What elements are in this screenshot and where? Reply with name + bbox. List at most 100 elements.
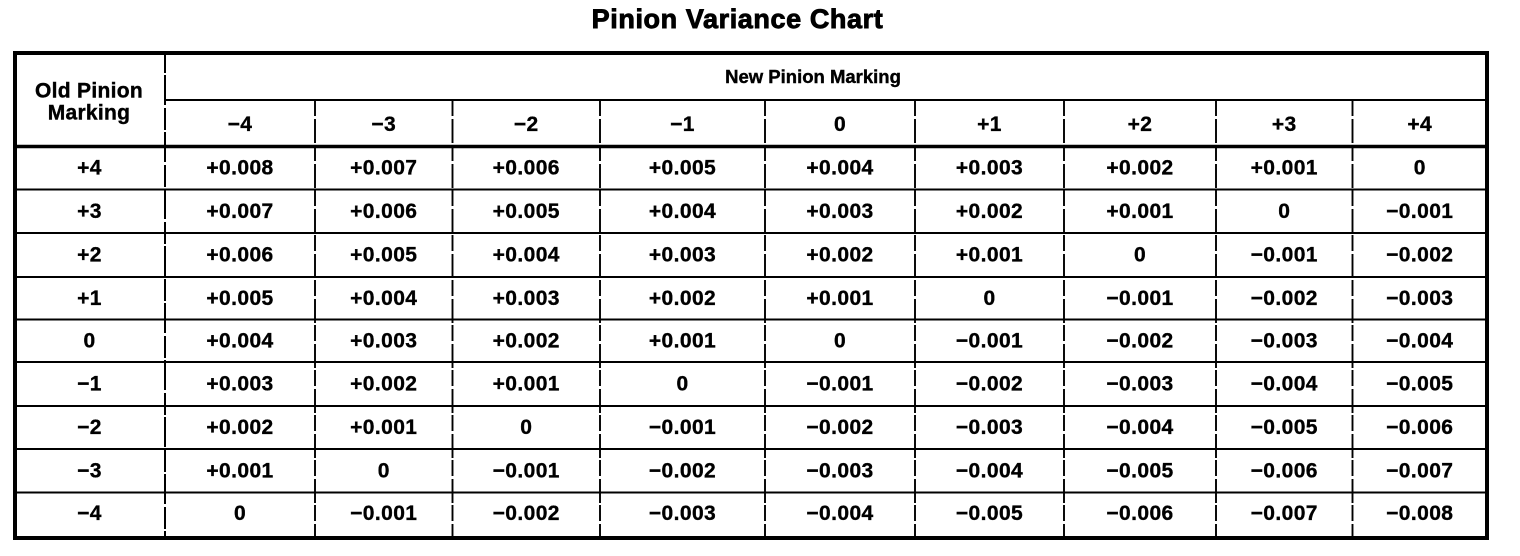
svg-text:+3: +3 <box>77 200 102 223</box>
svg-text:+0.006: +0.006 <box>350 200 417 223</box>
svg-text:−0.001: −0.001 <box>649 416 716 439</box>
svg-text:+0.004: +0.004 <box>350 287 417 310</box>
svg-text:+0.001: +0.001 <box>350 416 417 439</box>
svg-text:−1: −1 <box>77 373 102 396</box>
svg-text:−0.004: −0.004 <box>956 459 1023 482</box>
svg-text:−0.005: −0.005 <box>1106 459 1173 482</box>
svg-text:New Pinion Marking: New Pinion Marking <box>725 66 901 87</box>
svg-text:0: 0 <box>520 416 532 439</box>
svg-text:−0.006: −0.006 <box>1106 502 1173 525</box>
svg-text:−0.004: −0.004 <box>1251 373 1318 396</box>
svg-text:+0.001: +0.001 <box>806 287 873 310</box>
svg-text:−0.004: −0.004 <box>1106 416 1173 439</box>
svg-text:−0.005: −0.005 <box>1251 416 1318 439</box>
svg-text:−3: −3 <box>371 113 396 136</box>
svg-text:−0.002: −0.002 <box>806 416 873 439</box>
svg-text:+0.002: +0.002 <box>493 329 560 352</box>
svg-text:+0.001: +0.001 <box>1106 200 1173 223</box>
svg-text:−0.002: −0.002 <box>956 373 1023 396</box>
svg-text:0: 0 <box>983 287 995 310</box>
svg-text:+2: +2 <box>77 244 102 267</box>
svg-text:0: 0 <box>1134 244 1146 267</box>
svg-text:0: 0 <box>1278 200 1290 223</box>
svg-text:−0.005: −0.005 <box>956 502 1023 525</box>
svg-text:0: 0 <box>378 459 390 482</box>
svg-text:+0.005: +0.005 <box>206 287 273 310</box>
svg-text:+0.004: +0.004 <box>206 329 273 352</box>
svg-text:−0.003: −0.003 <box>1386 287 1453 310</box>
svg-text:−3: −3 <box>77 459 102 482</box>
svg-text:+0.002: +0.002 <box>1106 157 1173 180</box>
svg-text:Pinion Variance Chart: Pinion Variance Chart <box>592 4 884 34</box>
svg-text:+0.008: +0.008 <box>206 157 273 180</box>
svg-text:−0.003: −0.003 <box>956 416 1023 439</box>
svg-text:−0.003: −0.003 <box>806 459 873 482</box>
svg-text:−0.001: −0.001 <box>1251 244 1318 267</box>
svg-text:0: 0 <box>834 329 846 352</box>
svg-text:+0.002: +0.002 <box>956 200 1023 223</box>
svg-text:−0.005: −0.005 <box>1386 373 1453 396</box>
svg-text:+0.004: +0.004 <box>649 200 716 223</box>
svg-text:−0.001: −0.001 <box>1106 287 1173 310</box>
svg-text:−0.001: −0.001 <box>806 373 873 396</box>
svg-text:−0.004: −0.004 <box>1386 329 1453 352</box>
svg-text:+3: +3 <box>1272 113 1297 136</box>
svg-text:0: 0 <box>83 329 95 352</box>
svg-text:−0.008: −0.008 <box>1386 502 1453 525</box>
svg-text:+0.001: +0.001 <box>493 373 560 396</box>
svg-text:−0.003: −0.003 <box>1106 373 1173 396</box>
svg-text:0: 0 <box>1414 157 1426 180</box>
svg-text:+0.003: +0.003 <box>493 287 560 310</box>
svg-text:−0.006: −0.006 <box>1386 416 1453 439</box>
svg-text:−4: −4 <box>228 113 253 136</box>
svg-text:+0.002: +0.002 <box>806 244 873 267</box>
svg-text:−0.003: −0.003 <box>1251 329 1318 352</box>
svg-text:+0.005: +0.005 <box>649 157 716 180</box>
svg-text:+0.001: +0.001 <box>956 244 1023 267</box>
svg-text:−0.002: −0.002 <box>1251 287 1318 310</box>
svg-text:+1: +1 <box>977 113 1002 136</box>
svg-text:+0.007: +0.007 <box>350 157 417 180</box>
svg-text:+0.007: +0.007 <box>206 200 273 223</box>
svg-text:−0.007: −0.007 <box>1386 459 1453 482</box>
svg-text:+0.001: +0.001 <box>206 459 273 482</box>
svg-text:+0.003: +0.003 <box>806 200 873 223</box>
svg-text:−4: −4 <box>77 502 102 525</box>
svg-text:−0.004: −0.004 <box>806 502 873 525</box>
svg-text:Old Pinion: Old Pinion <box>35 80 143 103</box>
svg-text:+2: +2 <box>1128 113 1153 136</box>
svg-text:+0.002: +0.002 <box>206 416 273 439</box>
svg-text:+0.005: +0.005 <box>493 200 560 223</box>
svg-text:+0.004: +0.004 <box>806 157 873 180</box>
svg-text:+4: +4 <box>77 157 102 180</box>
svg-text:−0.002: −0.002 <box>493 502 560 525</box>
svg-text:−0.001: −0.001 <box>350 502 417 525</box>
svg-text:0: 0 <box>234 502 246 525</box>
svg-text:−2: −2 <box>77 416 102 439</box>
svg-text:Marking: Marking <box>48 102 131 125</box>
svg-text:+0.001: +0.001 <box>649 329 716 352</box>
svg-text:+0.003: +0.003 <box>206 373 273 396</box>
svg-text:−1: −1 <box>670 113 695 136</box>
svg-text:−0.007: −0.007 <box>1251 502 1318 525</box>
svg-text:−0.001: −0.001 <box>1386 200 1453 223</box>
svg-text:+0.003: +0.003 <box>956 157 1023 180</box>
svg-text:+0.003: +0.003 <box>649 244 716 267</box>
svg-text:+0.006: +0.006 <box>206 244 273 267</box>
svg-text:−0.003: −0.003 <box>649 502 716 525</box>
svg-text:+0.001: +0.001 <box>1251 157 1318 180</box>
svg-text:−2: −2 <box>514 113 539 136</box>
svg-text:−0.002: −0.002 <box>1106 329 1173 352</box>
svg-text:0: 0 <box>676 373 688 396</box>
svg-text:+0.005: +0.005 <box>350 244 417 267</box>
svg-text:−0.002: −0.002 <box>1386 244 1453 267</box>
svg-text:+0.003: +0.003 <box>350 329 417 352</box>
svg-text:+0.002: +0.002 <box>649 287 716 310</box>
svg-text:−0.001: −0.001 <box>493 459 560 482</box>
svg-text:+4: +4 <box>1407 113 1432 136</box>
svg-text:−0.006: −0.006 <box>1251 459 1318 482</box>
svg-text:+0.006: +0.006 <box>493 157 560 180</box>
svg-text:+0.004: +0.004 <box>493 244 560 267</box>
svg-text:−0.001: −0.001 <box>956 329 1023 352</box>
svg-text:+0.002: +0.002 <box>350 373 417 396</box>
